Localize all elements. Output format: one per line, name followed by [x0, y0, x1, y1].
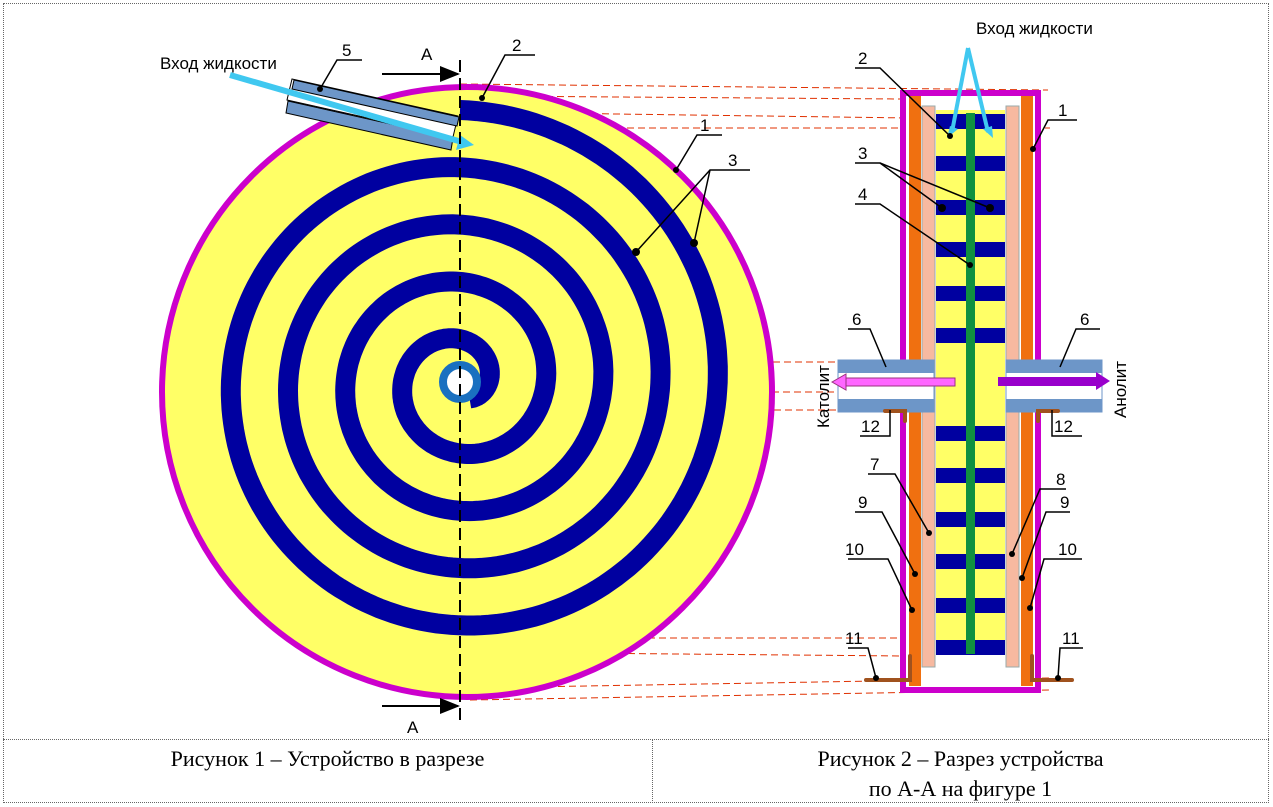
caption-figure-2: Рисунок 2 – Разрез устройства по А-А на … [652, 744, 1269, 804]
fig1-leaders [319, 54, 750, 253]
membrane [966, 113, 975, 654]
spiral-channel [220, 100, 728, 636]
caption-separator [3, 739, 1269, 740]
inlet-pipe-5 [229, 72, 474, 151]
fig2-callout-9-right: 9 [1060, 493, 1069, 512]
fig2-callout-10-right: 10 [1058, 540, 1077, 559]
callout-2: 2 [512, 36, 521, 55]
fig2-leader-dots [873, 133, 1061, 681]
fig2-callout-2: 2 [858, 49, 867, 68]
fig2-callout-3: 3 [858, 144, 867, 163]
figure-2: Вход жидкости Католит Анолит [814, 19, 1130, 693]
fig2-callout-7: 7 [870, 455, 879, 474]
fig2-callout-6-left: 6 [852, 310, 861, 329]
fig2-inlet-arrows [950, 47, 990, 133]
fig2-callout-12-left: 12 [861, 417, 880, 436]
caption-figure-1-text: Рисунок 1 – Устройство в разрезе [170, 746, 485, 771]
fig2-callout-12-right: 12 [1054, 417, 1073, 436]
fig2-callout-8: 8 [1056, 470, 1065, 489]
outlet-pipe-left [830, 359, 956, 413]
fig2-inlet-label: Вход жидкости [976, 19, 1093, 38]
caption-figure-2-line1: Рисунок 2 – Разрез устройства [817, 746, 1104, 771]
callout-3: 3 [728, 151, 737, 170]
fig2-callout-1: 1 [1058, 101, 1067, 120]
label-catholyte: Католит [814, 365, 833, 428]
fig2-leaders [848, 67, 1100, 679]
fig2-callout-9-left: 9 [858, 493, 867, 512]
fig1-inlet-label: Вход жидкости [160, 54, 277, 73]
caption-divider [652, 739, 653, 803]
callout-5: 5 [342, 41, 351, 60]
central-outlet-ring [439, 361, 481, 403]
label-anolyte: Анолит [1111, 361, 1130, 418]
figure-1: А А Вход жидкости 5 2 1 3 [159, 36, 775, 737]
fig2-callout-6-right: 6 [1080, 310, 1089, 329]
section-mark-top: А [421, 45, 433, 64]
fig2-callout-11-left: 11 [845, 629, 863, 648]
fig1-leader-dots [317, 86, 698, 256]
caption-figure-1: Рисунок 1 – Устройство в разрезе [3, 744, 652, 774]
figure-frame [3, 3, 1269, 803]
callout-1: 1 [700, 116, 709, 135]
caption-figure-2-line2: по А-А на фигуре 1 [868, 776, 1053, 801]
fig2-callout-4: 4 [858, 185, 867, 204]
fig2-callout-10-left: 10 [845, 540, 864, 559]
fig2-callout-11-right: 11 [1062, 629, 1080, 648]
outlet-pipe-right [998, 359, 1110, 413]
section-mark-bottom: А [407, 718, 419, 737]
